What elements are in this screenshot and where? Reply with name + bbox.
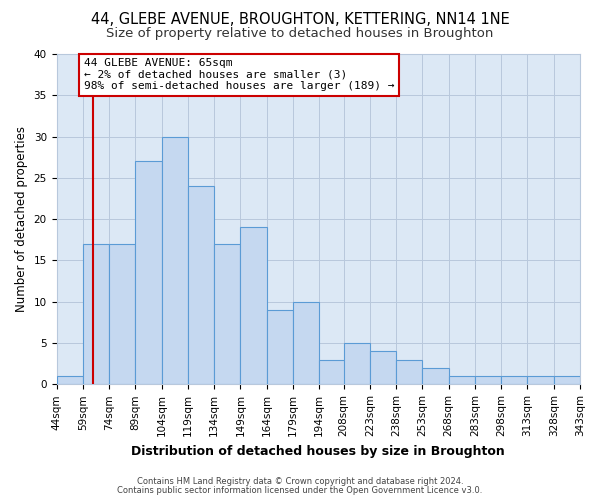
X-axis label: Distribution of detached houses by size in Broughton: Distribution of detached houses by size … (131, 444, 505, 458)
Bar (293, 302, 319, 384)
Bar (109, 244, 136, 384)
Bar (161, 136, 188, 384)
Y-axis label: Number of detached properties: Number of detached properties (15, 126, 28, 312)
Text: 44, GLEBE AVENUE, BROUGHTON, KETTERING, NN14 1NE: 44, GLEBE AVENUE, BROUGHTON, KETTERING, … (91, 12, 509, 28)
Bar (501, 376, 527, 384)
Bar (396, 360, 422, 384)
Text: Size of property relative to detached houses in Broughton: Size of property relative to detached ho… (106, 28, 494, 40)
Bar (422, 368, 449, 384)
Bar (241, 228, 266, 384)
Bar (319, 360, 346, 384)
Bar (475, 376, 501, 384)
Bar (344, 343, 370, 384)
Bar (214, 244, 241, 384)
Bar (136, 162, 161, 384)
Bar (56, 376, 83, 384)
Bar (449, 376, 475, 384)
Bar (554, 376, 580, 384)
Bar (188, 186, 214, 384)
Text: 44 GLEBE AVENUE: 65sqm
← 2% of detached houses are smaller (3)
98% of semi-detac: 44 GLEBE AVENUE: 65sqm ← 2% of detached … (83, 58, 394, 92)
Bar (527, 376, 554, 384)
Text: Contains public sector information licensed under the Open Government Licence v3: Contains public sector information licen… (118, 486, 482, 495)
Bar (370, 352, 396, 384)
Text: Contains HM Land Registry data © Crown copyright and database right 2024.: Contains HM Land Registry data © Crown c… (137, 477, 463, 486)
Bar (83, 244, 109, 384)
Bar (266, 310, 293, 384)
